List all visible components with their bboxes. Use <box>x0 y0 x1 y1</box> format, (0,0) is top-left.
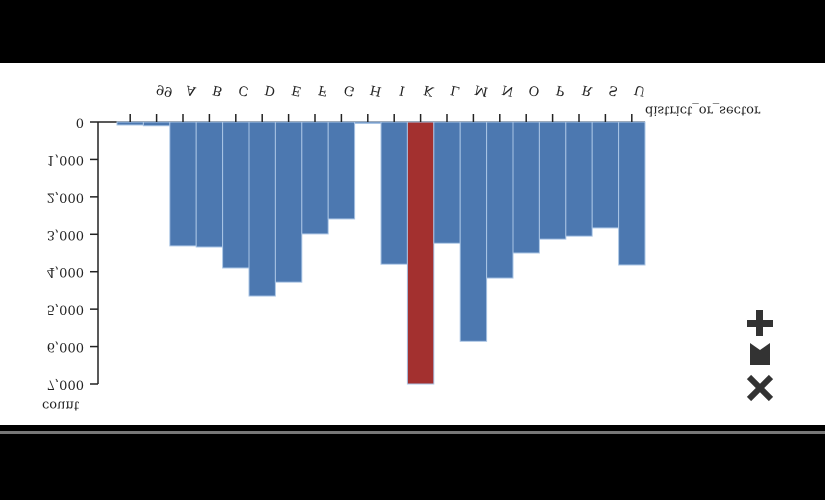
x-axis-label: district_or_sector <box>645 103 761 118</box>
zoom-in-icon-bar <box>756 310 763 336</box>
y-tick-label: 3,000 <box>47 227 84 242</box>
bar <box>327 121 356 220</box>
x-tick-label: E <box>290 82 302 99</box>
bar <box>195 121 224 248</box>
bar <box>538 121 567 240</box>
toolbar <box>746 310 774 402</box>
x-tick-label: S <box>607 82 619 99</box>
x-tick-label: K <box>422 82 435 99</box>
y-tick-label: 7,000 <box>47 377 84 392</box>
bar <box>618 121 646 266</box>
x-tick-label: A <box>184 81 198 98</box>
x-tick-label: B <box>211 82 223 99</box>
reset-icon[interactable] <box>746 374 774 402</box>
x-tick-label: O <box>527 82 541 99</box>
bar <box>248 121 276 297</box>
x-tick-label: D <box>264 82 277 99</box>
x-tick-label: H <box>369 81 383 98</box>
x-tick-label: M <box>473 81 489 98</box>
bar <box>354 121 382 124</box>
bar <box>301 121 329 235</box>
x-tick-label: U <box>633 82 647 99</box>
x-tick-label: G <box>343 82 356 99</box>
x-tick-label: L <box>449 82 461 99</box>
x-tick-label: F <box>317 82 329 99</box>
y-tick-label: 5,000 <box>47 302 84 317</box>
bar <box>406 121 435 385</box>
x-tick-label: C <box>237 82 250 99</box>
bar <box>169 121 197 247</box>
x-tick-label: N <box>501 81 515 98</box>
bar <box>116 121 144 126</box>
x-tick-label: 99 <box>155 81 174 99</box>
bar <box>459 121 488 342</box>
bar <box>142 121 171 127</box>
divider <box>0 431 825 434</box>
bar <box>565 121 593 237</box>
bar <box>274 121 303 283</box>
x-tick-label: I <box>398 82 406 98</box>
y-axis-label: count <box>42 398 80 413</box>
y-tick-label: 4,000 <box>47 264 84 279</box>
y-tick-label: 0 <box>76 115 84 130</box>
y-tick-label: 6,000 <box>47 339 84 354</box>
bar <box>222 121 250 269</box>
bar <box>433 121 461 244</box>
bar <box>486 121 514 279</box>
y-tick-label: 1,000 <box>47 152 84 167</box>
bar <box>512 121 540 254</box>
x-tick-label: R <box>581 82 595 99</box>
y-tick-label: 2,000 <box>47 189 84 204</box>
pan-icon[interactable] <box>750 343 770 365</box>
bar <box>591 121 620 229</box>
x-tick-label: P <box>555 82 567 99</box>
bar <box>380 121 408 265</box>
